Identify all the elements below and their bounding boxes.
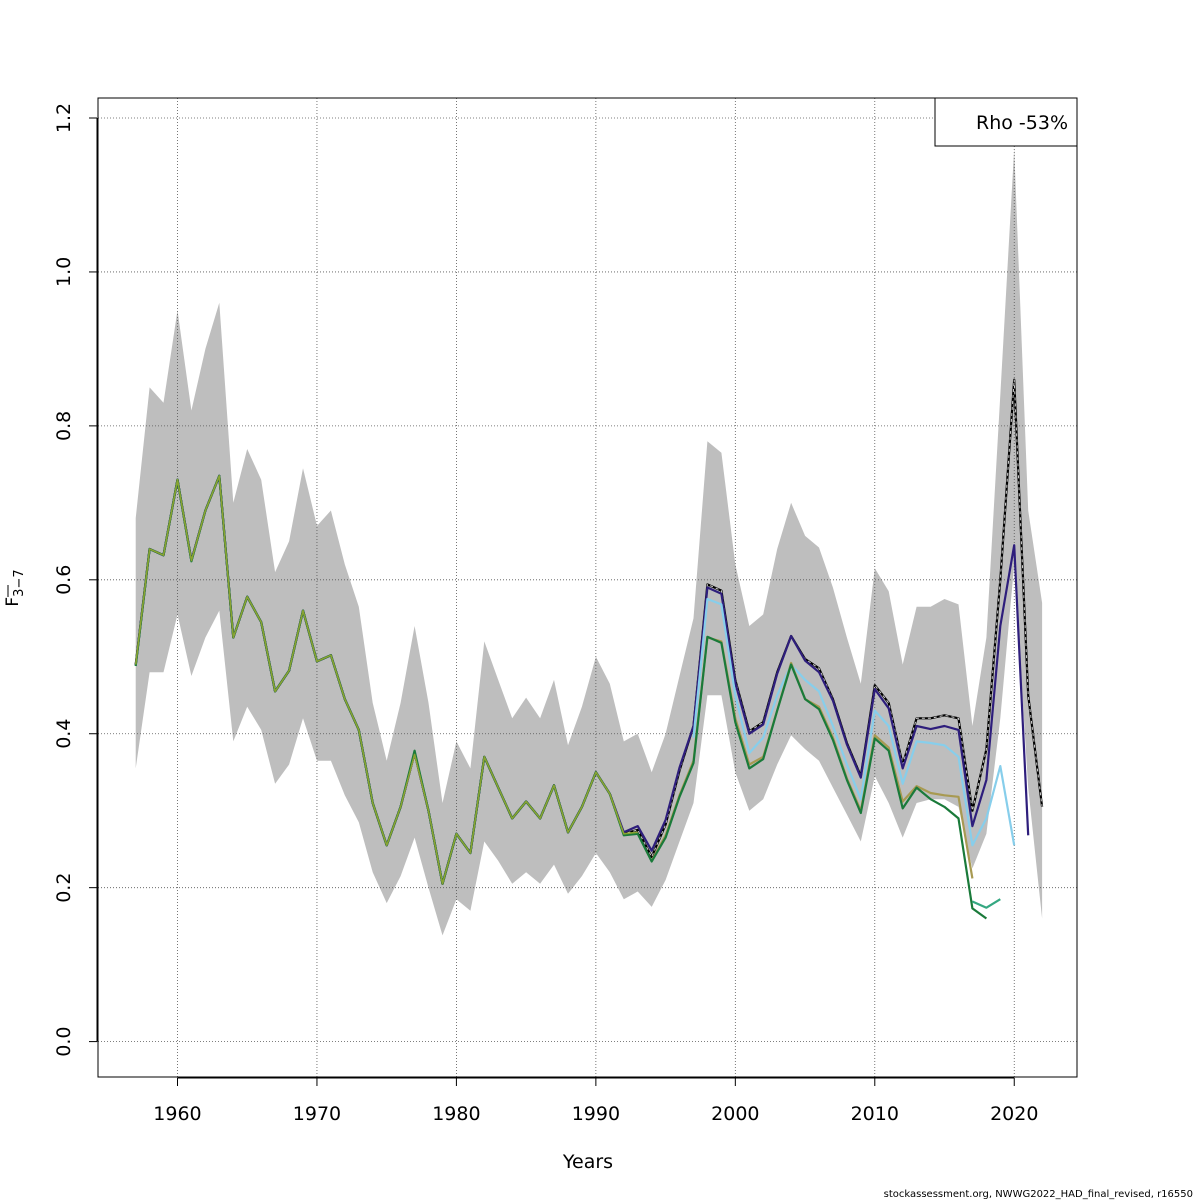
series-line-main-dash xyxy=(135,379,1043,884)
x-tick-label: 1970 xyxy=(293,1103,341,1125)
series-line-peel5 xyxy=(971,898,1001,909)
y-tick-label: 0.8 xyxy=(53,411,75,441)
y-axis-title: F3−7 xyxy=(3,569,27,606)
series-layer xyxy=(134,378,1044,920)
y-tick-label: 0.4 xyxy=(53,719,75,749)
y-tick-label: 1.0 xyxy=(53,257,75,287)
x-tick-label: 2000 xyxy=(711,1103,759,1125)
footer-source: stockassessment.org, NWWG2022_HAD_final_… xyxy=(884,1189,1193,1200)
plot-frame xyxy=(97,97,1078,1078)
y-tick-label: 0.0 xyxy=(53,1026,75,1056)
y-axis-title-main: F xyxy=(3,597,23,607)
series-line-peel2 xyxy=(692,597,1016,847)
y-axis-title-sub: 3−7 xyxy=(12,569,27,596)
y-tick-label: 0.2 xyxy=(53,873,75,903)
y-tick-label: 1.2 xyxy=(53,103,75,133)
confidence-band xyxy=(135,148,1043,936)
x-tick-label: 1980 xyxy=(432,1103,480,1125)
legend-rho-label: Rho -53% xyxy=(976,112,1068,134)
legend: Rho -53% xyxy=(934,97,1078,147)
confidence-band-layer xyxy=(135,148,1043,936)
x-axis: 1960 1970 1980 1990 2000 2010 2020 xyxy=(153,1077,1038,1125)
x-axis-title: Years xyxy=(562,1151,613,1173)
y-axis: 0.0 0.2 0.4 0.6 0.8 1.0 1.2 xyxy=(53,103,98,1057)
x-tick-label: 2020 xyxy=(990,1103,1038,1125)
y-tick-label: 0.6 xyxy=(53,565,75,595)
x-tick-label: 1960 xyxy=(153,1103,201,1125)
svg-text:F3−7: F3−7 xyxy=(3,569,27,606)
legend-box xyxy=(934,97,1078,147)
x-tick-label: 1990 xyxy=(572,1103,620,1125)
x-tick-label: 2010 xyxy=(851,1103,899,1125)
series-line-olive_overlay xyxy=(134,475,638,885)
grid-layer xyxy=(98,98,1077,1077)
